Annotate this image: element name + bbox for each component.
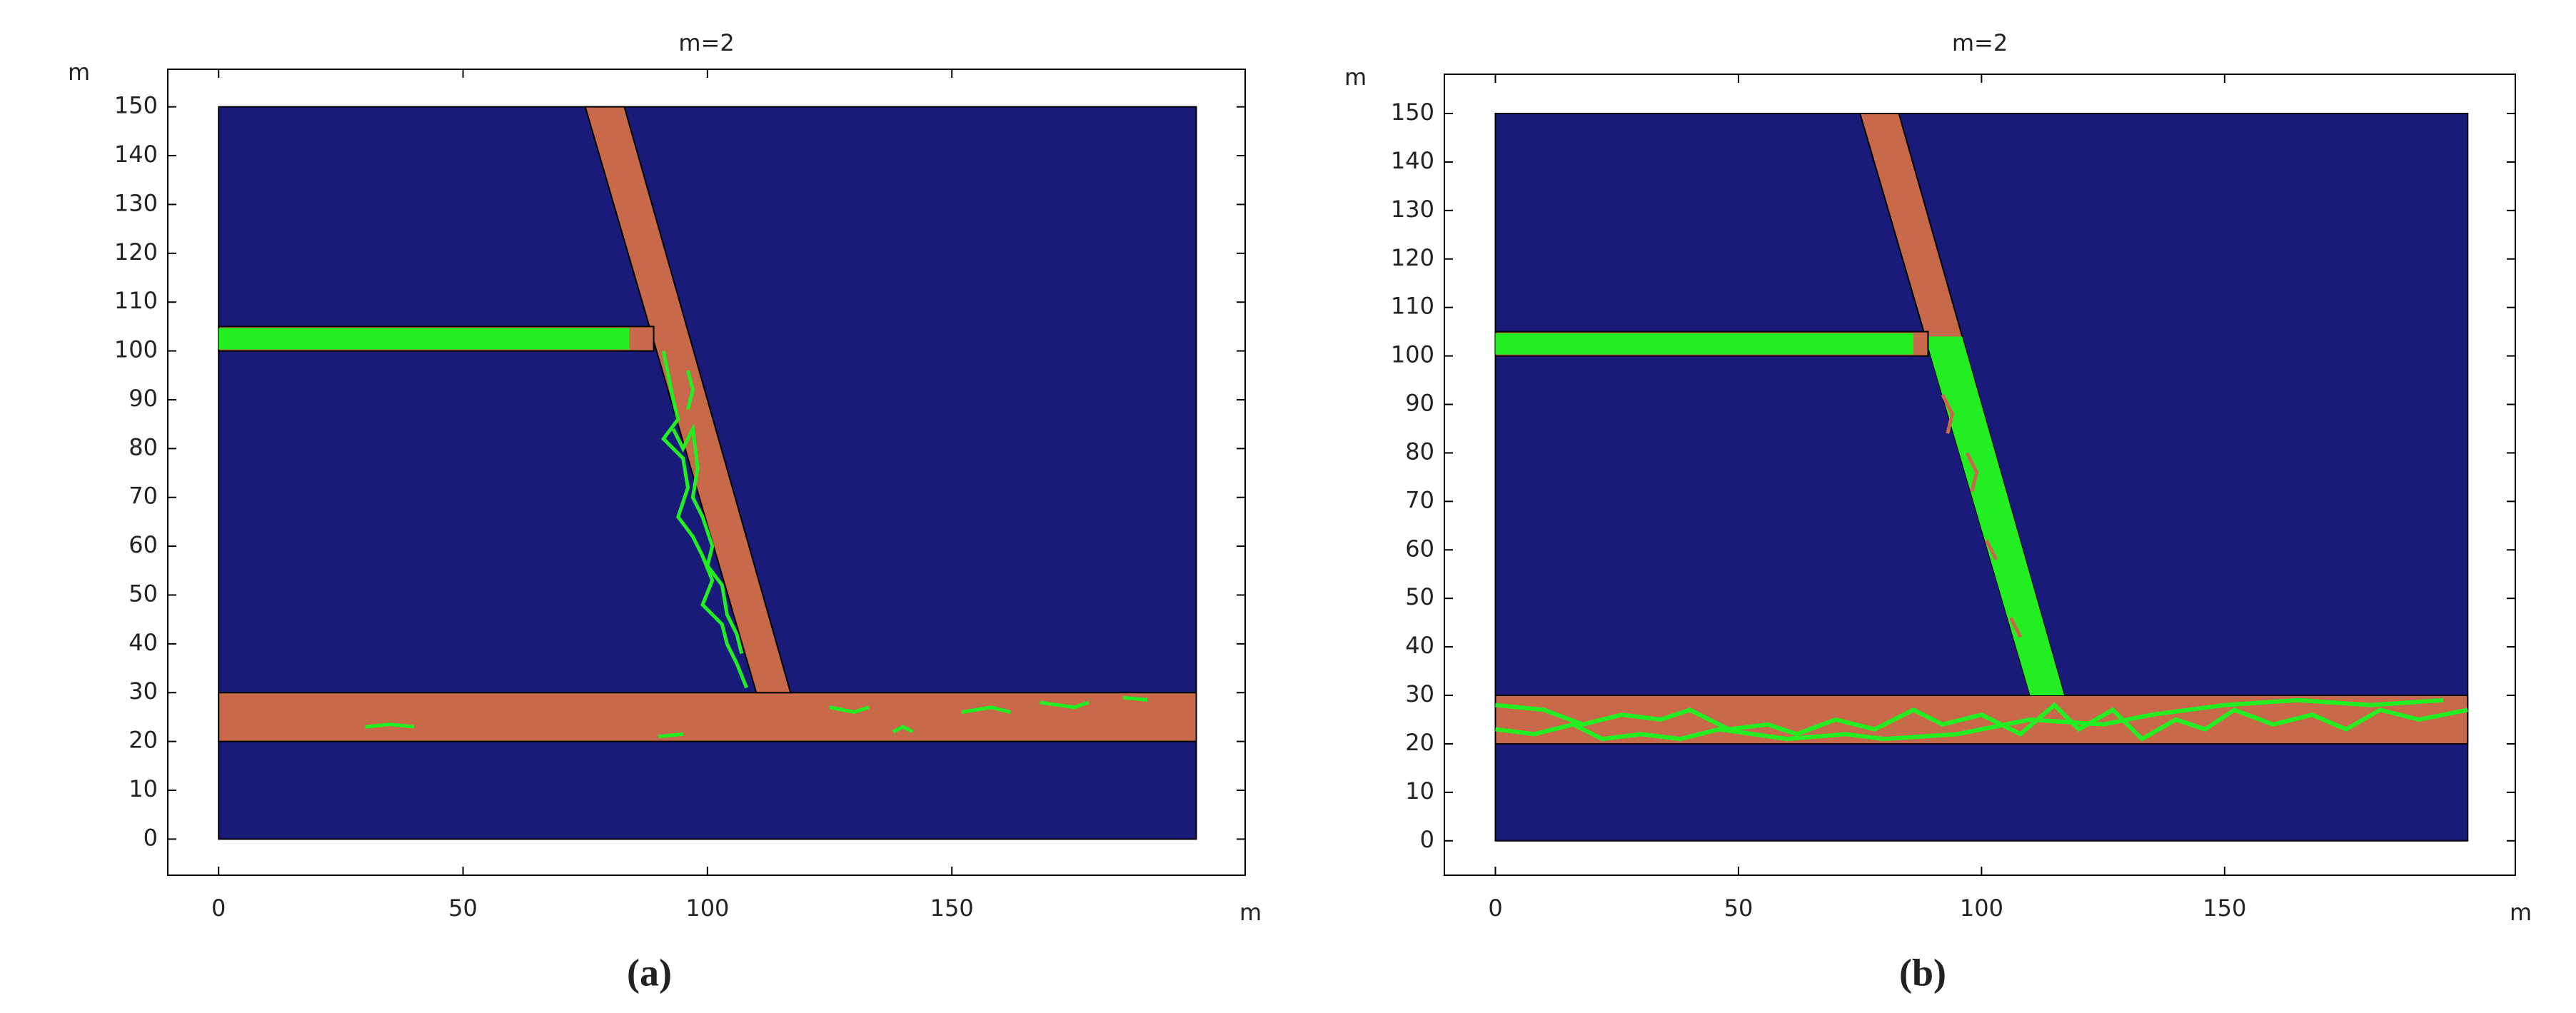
y-tick-label: 50 [129,580,158,607]
y-tick-label: 140 [1391,147,1434,174]
y-tick-label: 40 [129,629,158,656]
y-axis-unit: m [1344,64,1367,91]
x-tick-label: 0 [1488,894,1502,922]
x-tick-label: 100 [685,894,729,922]
panel-label: (b) [1899,951,1946,994]
y-tick-label: 110 [1391,293,1434,320]
x-axis-unit: m [1239,899,1262,926]
x-axis-unit: m [2510,899,2532,926]
y-tick-label: 40 [1405,632,1434,659]
y-tick-label: 0 [1420,826,1434,853]
y-tick-label: 30 [1405,680,1434,707]
y-tick-label: 90 [129,385,158,412]
y-tick-label: 10 [1405,777,1434,805]
chart-title: m=2 [1952,29,2008,56]
y-tick-label: 120 [114,238,158,266]
axes-frame [167,69,1246,876]
y-tick-label: 0 [144,824,158,851]
chart-title: m=2 [678,29,734,56]
y-tick-label: 80 [129,433,158,460]
x-tick-label: 50 [1724,894,1754,922]
y-tick-label: 30 [129,677,158,705]
y-tick-label: 60 [129,531,158,558]
x-tick-label: 100 [1960,894,2003,922]
axes-frame [1444,74,2516,876]
geometry-a [218,107,1196,840]
y-tick-label: 150 [114,92,158,119]
y-tick-label: 120 [1391,244,1434,271]
x-tick-label: 150 [2203,894,2246,922]
y-tick-label: 70 [1405,486,1434,513]
x-tick-label: 150 [930,894,974,922]
y-tick-label: 100 [1391,341,1434,368]
y-tick-label: 20 [1405,729,1434,756]
y-tick-label: 50 [1405,583,1434,610]
y-tick-label: 60 [1405,535,1434,562]
y-tick-label: 80 [1405,438,1434,465]
x-tick-label: 0 [211,894,226,922]
y-tick-label: 130 [114,189,158,216]
y-tick-label: 70 [129,483,158,510]
panel-label: (a) [627,951,672,994]
y-axis-unit: m [68,59,90,86]
geometry-b [1495,114,2467,841]
y-tick-label: 140 [114,141,158,168]
y-tick-label: 20 [129,727,158,754]
y-tick-label: 100 [114,336,158,363]
y-tick-label: 110 [114,287,158,314]
y-tick-label: 90 [1405,390,1434,417]
y-tick-label: 10 [129,775,158,802]
x-tick-label: 50 [448,894,478,922]
y-tick-label: 130 [1391,196,1434,223]
y-tick-label: 150 [1391,99,1434,126]
